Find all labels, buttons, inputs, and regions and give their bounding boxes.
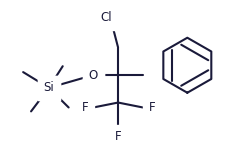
Text: O: O — [88, 68, 98, 82]
Text: Si: Si — [43, 81, 54, 94]
Text: F: F — [148, 101, 154, 114]
Text: O: O — [88, 68, 98, 82]
Text: F: F — [114, 130, 121, 143]
Text: Si: Si — [43, 81, 54, 94]
Text: Cl: Cl — [100, 11, 111, 24]
Text: F: F — [82, 101, 88, 114]
